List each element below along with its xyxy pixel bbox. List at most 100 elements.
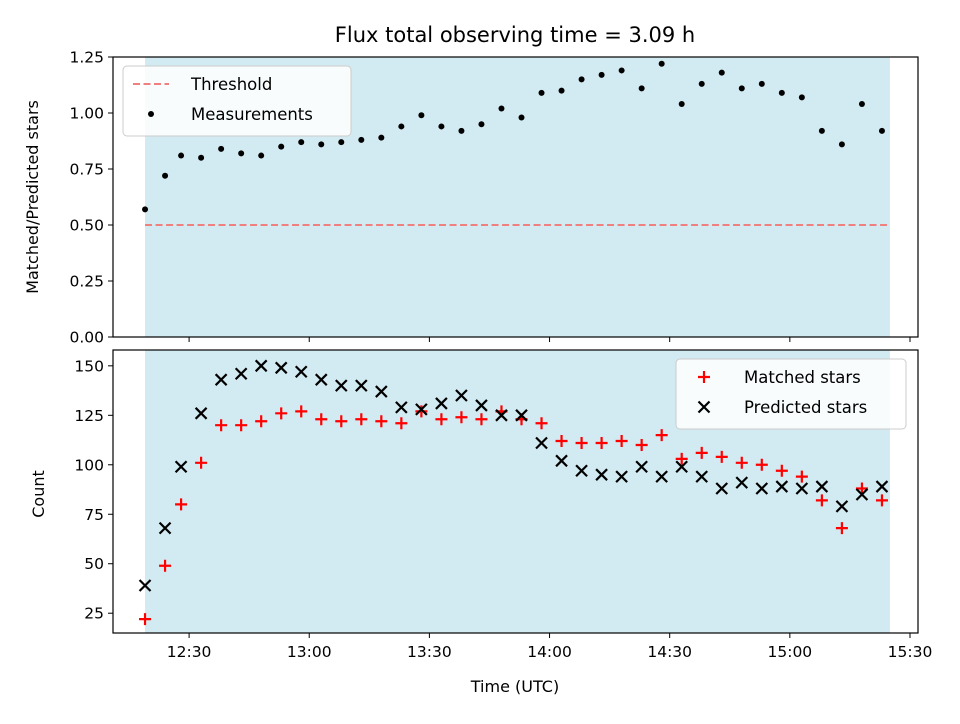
predicted-star-point bbox=[395, 401, 408, 414]
measurement-point bbox=[398, 123, 405, 130]
matched-star-point bbox=[715, 450, 728, 463]
measurement-point bbox=[318, 141, 325, 148]
matched-star-point bbox=[295, 405, 308, 418]
y-tick-label: 125 bbox=[74, 407, 104, 425]
measurement-point bbox=[698, 80, 705, 87]
matched-star-point bbox=[855, 482, 868, 495]
predicted-star-point bbox=[254, 359, 268, 373]
matched-star-point bbox=[175, 498, 188, 511]
top-y-axis-label: Matched/Predicted stars bbox=[23, 100, 42, 294]
series-matched-stars bbox=[139, 405, 888, 626]
matched-star-point bbox=[755, 458, 768, 471]
x-tick-label: 15:00 bbox=[768, 643, 813, 661]
predicted-star-point bbox=[775, 480, 789, 493]
chart-title: Flux total observing time = 3.09 h bbox=[335, 23, 695, 47]
matched-star-point bbox=[795, 470, 808, 483]
predicted-star-point bbox=[575, 464, 588, 477]
measurement-point bbox=[738, 85, 745, 92]
predicted-star-point bbox=[535, 436, 548, 450]
measurement-point bbox=[598, 71, 605, 78]
matched-star-point bbox=[355, 413, 368, 426]
matched-star-point bbox=[695, 446, 708, 459]
matched-star-point bbox=[815, 494, 828, 507]
measurement-point bbox=[162, 172, 169, 179]
predicted-star-point bbox=[655, 470, 668, 483]
matched-star-point bbox=[835, 522, 848, 535]
predicted-star-point bbox=[515, 409, 528, 422]
predicted-star-point bbox=[415, 403, 428, 416]
measurement-point bbox=[578, 76, 585, 83]
matched-star-point bbox=[375, 415, 388, 428]
predicted-star-point bbox=[875, 480, 889, 493]
measurement-point bbox=[198, 154, 205, 161]
y-tick-label: 0.50 bbox=[69, 217, 104, 235]
matched-star-point bbox=[159, 559, 172, 572]
predicted-star-point bbox=[375, 385, 388, 398]
y-tick-label: 100 bbox=[74, 456, 104, 474]
predicted-star-point bbox=[595, 468, 608, 481]
y-tick-label: 1.25 bbox=[69, 49, 104, 67]
predicted-star-point bbox=[355, 379, 368, 392]
matched-star-point bbox=[615, 435, 628, 448]
matched-star-point bbox=[195, 456, 208, 469]
matched-star-point bbox=[475, 413, 488, 426]
y-tick-label: 150 bbox=[74, 357, 104, 375]
matched-star-point bbox=[775, 464, 788, 477]
legend-label: Matched stars bbox=[744, 368, 861, 387]
measurement-point bbox=[142, 206, 149, 213]
measurement-point bbox=[518, 114, 525, 121]
legend-matched-swatch bbox=[698, 371, 710, 383]
measurement-point bbox=[718, 69, 725, 76]
measurement-point bbox=[298, 139, 305, 146]
measurement-point bbox=[278, 143, 285, 150]
predicted-star-point bbox=[194, 407, 208, 420]
measurement-point bbox=[378, 134, 385, 141]
predicted-star-point bbox=[174, 460, 188, 474]
matched-star-point bbox=[275, 407, 288, 420]
predicted-star-point bbox=[495, 409, 508, 422]
predicted-star-point bbox=[675, 460, 688, 474]
matched-star-point bbox=[315, 413, 328, 426]
x-tick-label: 13:30 bbox=[407, 643, 452, 661]
series-predicted-stars bbox=[138, 359, 889, 592]
predicted-star-point bbox=[735, 476, 749, 489]
matched-star-point bbox=[255, 415, 268, 428]
matched-star-point bbox=[435, 413, 448, 426]
measurement-point bbox=[858, 101, 865, 108]
legend-box bbox=[675, 358, 907, 430]
x-tick-label: 12:30 bbox=[167, 643, 212, 661]
predicted-star-point bbox=[795, 482, 809, 495]
legend-measurement-swatch bbox=[148, 111, 154, 117]
measurement-point bbox=[818, 127, 825, 134]
matched-star-point bbox=[455, 411, 468, 424]
matched-star-point bbox=[535, 417, 548, 430]
y-tick-label: 75 bbox=[84, 506, 104, 524]
x-tick-label: 13:00 bbox=[287, 643, 332, 661]
predicted-star-point bbox=[234, 367, 248, 381]
predicted-star-point bbox=[138, 579, 152, 592]
measurement-point bbox=[498, 105, 505, 112]
measurement-point bbox=[618, 67, 625, 74]
predicted-star-point bbox=[274, 361, 288, 375]
legend-box bbox=[122, 65, 352, 137]
legend-predicted-swatch bbox=[697, 400, 711, 414]
axes-frame bbox=[112, 349, 919, 634]
matched-star-point bbox=[335, 415, 348, 428]
y-tick-label: 1.00 bbox=[69, 105, 104, 123]
matched-star-point bbox=[395, 417, 408, 430]
legend: Threshold Measurements bbox=[122, 65, 352, 137]
matched-star-point bbox=[635, 438, 648, 451]
legend: Matched stars Predicted stars bbox=[675, 358, 907, 430]
matched-star-point bbox=[555, 435, 568, 448]
measurement-point bbox=[798, 94, 805, 101]
measurement-point bbox=[838, 141, 845, 148]
matched-star-point bbox=[139, 613, 152, 626]
x-axis-label: Time (UTC) bbox=[470, 677, 559, 696]
predicted-star-point bbox=[755, 482, 769, 495]
measurement-point bbox=[478, 121, 485, 128]
y-tick-label: 25 bbox=[84, 605, 104, 623]
matched-star-point bbox=[215, 419, 228, 432]
predicted-star-point bbox=[314, 373, 328, 386]
matched-star-point bbox=[575, 437, 588, 450]
